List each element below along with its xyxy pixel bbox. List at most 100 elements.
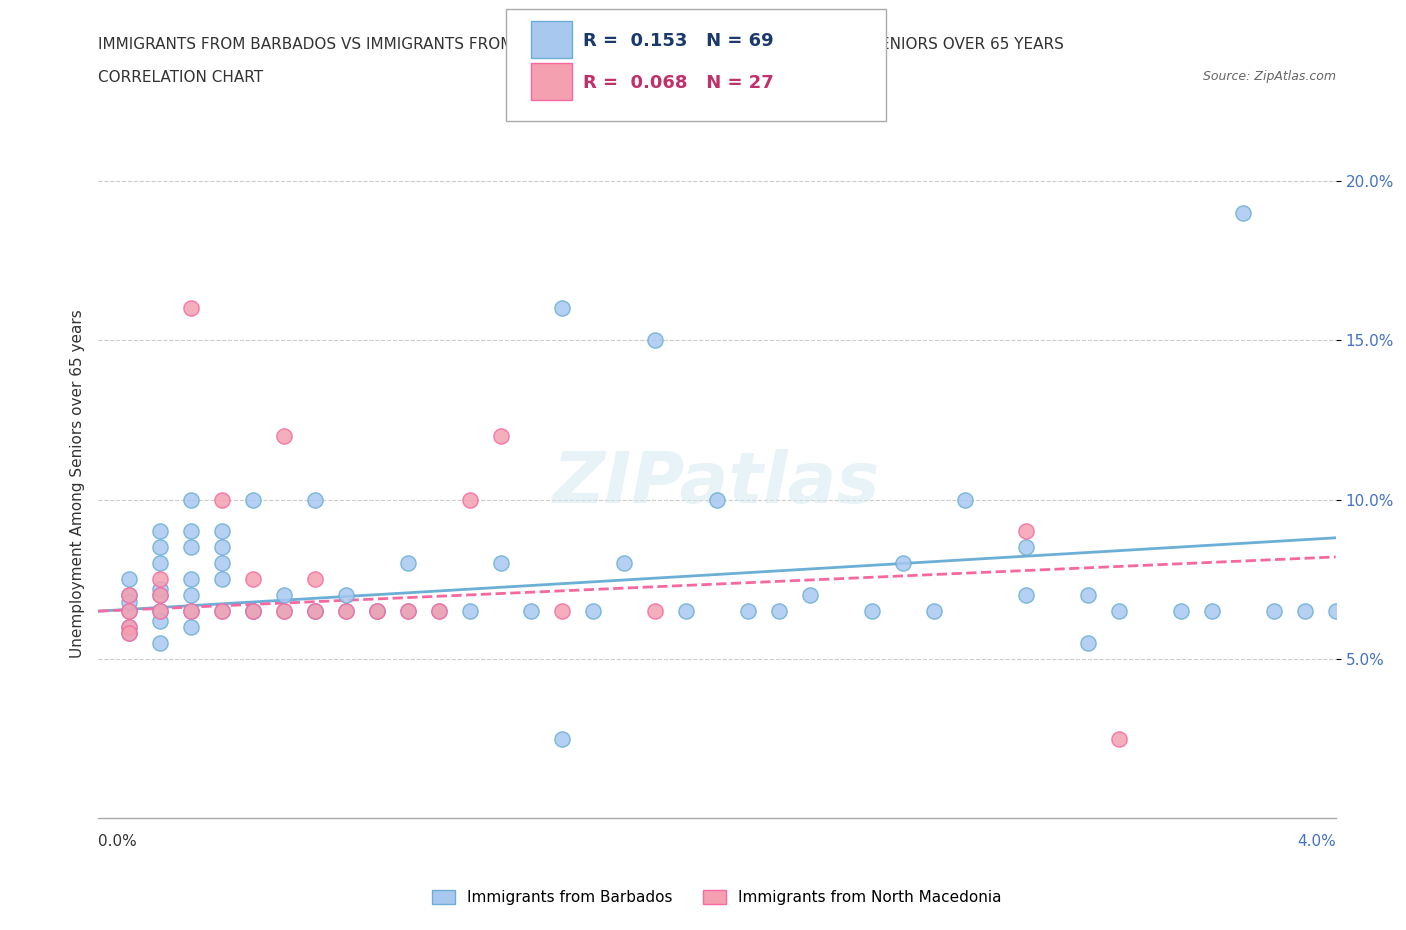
Point — [1108, 604, 1130, 618]
Point — [1294, 604, 1316, 618]
Point — [149, 572, 172, 587]
Point — [211, 572, 233, 587]
Point — [242, 604, 264, 618]
Point — [118, 626, 141, 641]
Point — [799, 588, 821, 603]
Point — [922, 604, 945, 618]
Point — [149, 588, 172, 603]
Point — [180, 604, 202, 618]
Point — [335, 604, 357, 618]
Point — [211, 492, 233, 507]
Point — [1170, 604, 1192, 618]
Point — [149, 581, 172, 596]
Text: ZIPatlas: ZIPatlas — [554, 449, 880, 518]
Point — [273, 604, 295, 618]
Point — [180, 588, 202, 603]
Point — [1263, 604, 1285, 618]
Point — [242, 572, 264, 587]
Point — [149, 524, 172, 538]
Point — [706, 492, 728, 507]
Point — [304, 604, 326, 618]
Text: 0.0%: 0.0% — [98, 834, 138, 849]
Point — [304, 604, 326, 618]
Point — [1077, 635, 1099, 650]
Point — [304, 492, 326, 507]
Point — [860, 604, 883, 618]
Point — [180, 540, 202, 555]
Point — [551, 300, 574, 315]
Point — [644, 604, 666, 618]
Point — [768, 604, 790, 618]
Point — [891, 556, 914, 571]
Point — [644, 333, 666, 348]
Point — [149, 556, 172, 571]
Point — [304, 604, 326, 618]
Point — [180, 524, 202, 538]
Point — [551, 604, 574, 618]
Point — [335, 588, 357, 603]
Point — [242, 604, 264, 618]
Point — [118, 604, 141, 618]
Text: R =  0.068   N = 27: R = 0.068 N = 27 — [583, 74, 775, 92]
Point — [1015, 524, 1038, 538]
Point — [149, 588, 172, 603]
Point — [551, 731, 574, 746]
Text: CORRELATION CHART: CORRELATION CHART — [98, 70, 263, 85]
Point — [489, 429, 512, 444]
Point — [211, 540, 233, 555]
Point — [149, 613, 172, 628]
Text: 4.0%: 4.0% — [1296, 834, 1336, 849]
Point — [366, 604, 388, 618]
Point — [1232, 206, 1254, 220]
Point — [180, 619, 202, 634]
Point — [737, 604, 759, 618]
Point — [396, 604, 419, 618]
Point — [118, 619, 141, 634]
Point — [1077, 588, 1099, 603]
Point — [118, 588, 141, 603]
Point — [613, 556, 636, 571]
Point — [118, 594, 141, 609]
Text: R =  0.153   N = 69: R = 0.153 N = 69 — [583, 33, 775, 50]
Point — [118, 588, 141, 603]
Point — [118, 604, 141, 618]
Point — [149, 604, 172, 618]
Point — [242, 492, 264, 507]
Point — [1015, 588, 1038, 603]
Point — [118, 619, 141, 634]
Point — [273, 588, 295, 603]
Point — [489, 556, 512, 571]
Point — [1201, 604, 1223, 618]
Point — [180, 492, 202, 507]
Point — [149, 604, 172, 618]
Point — [211, 556, 233, 571]
Text: Source: ZipAtlas.com: Source: ZipAtlas.com — [1202, 70, 1336, 83]
Point — [458, 492, 481, 507]
Point — [1015, 540, 1038, 555]
Point — [458, 604, 481, 618]
Point — [304, 572, 326, 587]
Point — [396, 556, 419, 571]
Point — [118, 626, 141, 641]
Point — [180, 300, 202, 315]
Point — [335, 604, 357, 618]
Point — [582, 604, 605, 618]
Point — [180, 572, 202, 587]
Point — [675, 604, 697, 618]
Point — [1108, 731, 1130, 746]
Point — [396, 604, 419, 618]
Y-axis label: Unemployment Among Seniors over 65 years: Unemployment Among Seniors over 65 years — [69, 309, 84, 658]
Point — [180, 604, 202, 618]
Point — [953, 492, 976, 507]
Legend: Immigrants from Barbados, Immigrants from North Macedonia: Immigrants from Barbados, Immigrants fro… — [426, 884, 1008, 911]
Point — [118, 572, 141, 587]
Point — [366, 604, 388, 618]
Point — [211, 524, 233, 538]
Text: IMMIGRANTS FROM BARBADOS VS IMMIGRANTS FROM NORTH MACEDONIA UNEMPLOYMENT AMONG S: IMMIGRANTS FROM BARBADOS VS IMMIGRANTS F… — [98, 37, 1064, 52]
Point — [211, 604, 233, 618]
Point — [273, 429, 295, 444]
Point — [366, 604, 388, 618]
Point — [242, 604, 264, 618]
Point — [520, 604, 543, 618]
Point — [427, 604, 450, 618]
